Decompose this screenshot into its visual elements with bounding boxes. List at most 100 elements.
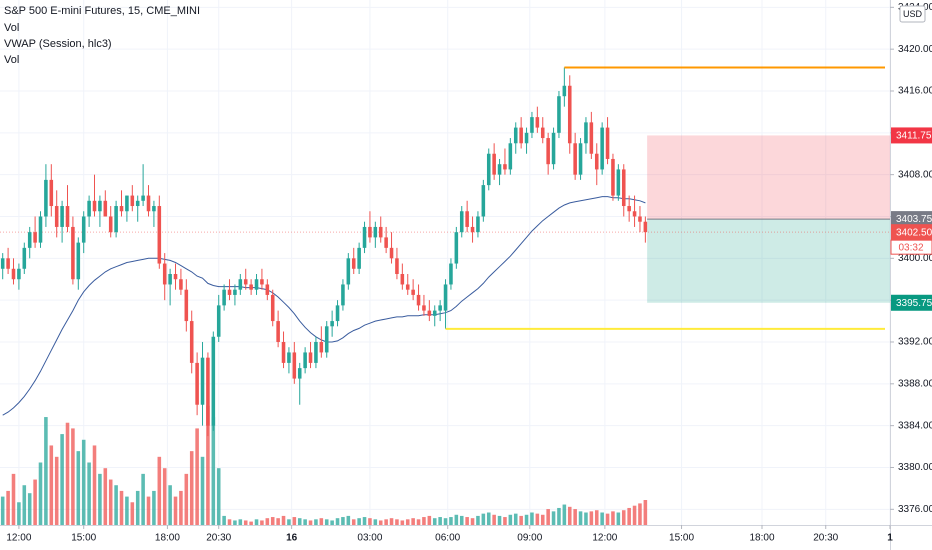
- candle-body: [341, 284, 345, 306]
- volume-bar: [195, 428, 199, 525]
- x-tick-label: 16: [286, 533, 298, 544]
- candle-body: [173, 274, 178, 280]
- candle-body: [319, 341, 324, 353]
- volume-bar: [265, 518, 270, 525]
- volume-bar: [238, 519, 243, 525]
- candle-body: [443, 284, 448, 311]
- candle-body: [416, 294, 421, 306]
- candle-body: [44, 179, 48, 217]
- candle-body: [594, 153, 599, 170]
- candle-body: [103, 200, 108, 217]
- volume-bar: [422, 517, 426, 525]
- volume-bar: [33, 479, 37, 525]
- currency-box[interactable]: [899, 5, 926, 23]
- volume-bar: [297, 518, 302, 525]
- volume-bar: [459, 515, 464, 525]
- candle-body: [49, 179, 54, 207]
- candle-body: [98, 200, 102, 212]
- volume-bar: [314, 519, 318, 525]
- volume-bar: [22, 485, 27, 525]
- candle-body: [562, 85, 567, 97]
- candle-body: [513, 127, 518, 144]
- volume-bar: [330, 520, 334, 525]
- candle-body: [287, 352, 291, 363]
- volume-bar: [573, 509, 577, 525]
- candle-body: [162, 263, 167, 285]
- volume-bar: [206, 405, 210, 525]
- volume-bar: [38, 462, 43, 525]
- volume-bar: [341, 517, 345, 525]
- candle-body: [600, 127, 604, 170]
- volume-bar: [135, 490, 140, 525]
- volume-bar: [503, 517, 507, 525]
- volume-bar: [130, 502, 135, 525]
- volume-bar: [519, 515, 523, 525]
- price-label: 3395.75: [896, 298, 932, 309]
- candle-body: [422, 305, 426, 311]
- plot-area: [0, 66, 890, 525]
- candle-body: [238, 279, 243, 290]
- candle-body: [616, 169, 621, 196]
- candle-body: [427, 310, 432, 316]
- candle-body: [411, 289, 415, 295]
- volume-bar: [643, 500, 648, 525]
- candle-body: [324, 326, 329, 353]
- volume-bar: [243, 520, 248, 525]
- y-tick-label: 3388.00: [898, 378, 932, 389]
- candle-body: [335, 305, 340, 322]
- candle-body: [627, 206, 631, 212]
- candle-body: [17, 268, 21, 280]
- volume-bar: [6, 490, 10, 525]
- volume-bar: [362, 517, 367, 525]
- y-tick-label: 3380.00: [898, 462, 932, 473]
- candle-body: [524, 132, 529, 144]
- volume-bar: [260, 520, 264, 525]
- candle-body: [486, 153, 491, 186]
- candle-body: [27, 232, 32, 248]
- volume-bar: [594, 510, 599, 525]
- volume-bar: [141, 473, 145, 525]
- candle-body: [265, 284, 270, 295]
- candle-body: [243, 279, 248, 285]
- volume-bar: [427, 515, 432, 525]
- candle-body: [119, 206, 124, 212]
- candle-body: [567, 85, 572, 144]
- candle-body: [481, 185, 486, 217]
- candle-body: [605, 127, 610, 159]
- volume-bar: [71, 428, 75, 525]
- volume-bar: [557, 507, 561, 525]
- x-tick-label: 18:00: [749, 533, 774, 544]
- candle-body: [92, 200, 97, 212]
- candle-body: [135, 200, 140, 207]
- currency-label[interactable]: USD: [903, 9, 923, 19]
- candle-body: [179, 279, 183, 290]
- x-tick-label: 20:30: [206, 533, 231, 544]
- volume-bar: [384, 519, 388, 525]
- volume-bar: [103, 468, 108, 525]
- target-zone: [647, 219, 890, 303]
- volume-bar: [308, 520, 313, 525]
- y-tick-label: 3416.00: [898, 86, 932, 97]
- candle-body: [400, 274, 405, 285]
- volume-bar: [276, 518, 280, 525]
- candle-body: [125, 195, 129, 212]
- volume-bar: [211, 417, 216, 525]
- candle-body: [503, 164, 507, 170]
- volume-bar: [114, 485, 118, 525]
- volume-bar: [216, 468, 221, 525]
- volume-bar: [578, 511, 583, 525]
- candle-body: [189, 321, 194, 363]
- volume-bar: [373, 519, 378, 525]
- volume-bar: [11, 473, 16, 525]
- candle-body: [470, 226, 475, 233]
- candle-body: [6, 258, 10, 269]
- volume-bar: [589, 511, 594, 525]
- candle-body: [465, 211, 469, 227]
- candle-body: [611, 158, 615, 196]
- candle-body: [621, 169, 626, 207]
- volume-bar: [303, 519, 307, 525]
- volume-bar: [513, 513, 518, 525]
- candle-body: [438, 305, 442, 311]
- x-tick-label: 12:00: [592, 533, 617, 544]
- volume-bar: [335, 518, 340, 525]
